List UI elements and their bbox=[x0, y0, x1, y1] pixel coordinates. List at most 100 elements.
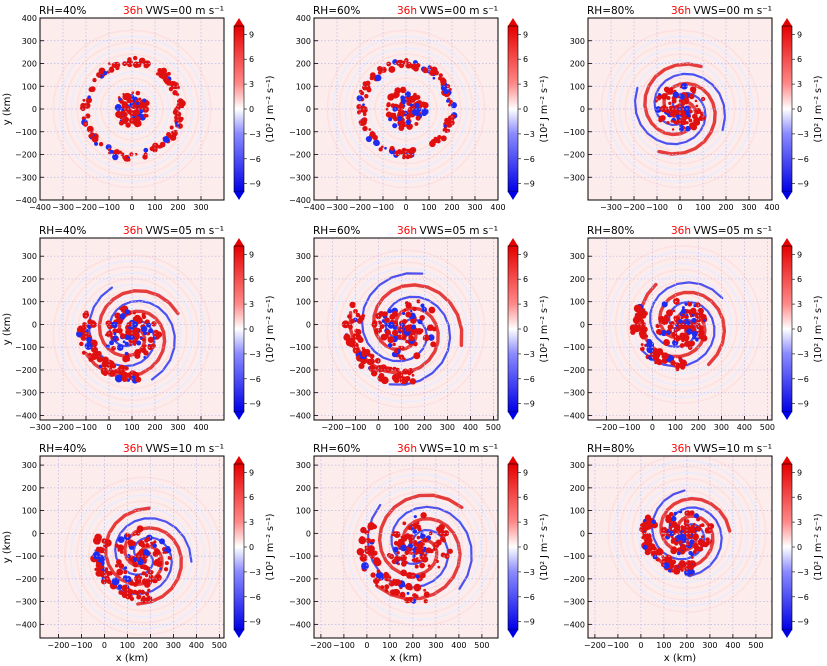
wave-ring bbox=[625, 471, 749, 595]
core-cell bbox=[413, 515, 417, 519]
eyewall-cell bbox=[87, 95, 91, 99]
outer-band-cell bbox=[355, 328, 362, 336]
core-cell bbox=[116, 318, 121, 323]
outer-band-cell bbox=[396, 371, 404, 379]
core-cell bbox=[668, 101, 672, 105]
y-tick-label: −400 bbox=[563, 411, 585, 420]
colorbar-tick-label: −3 bbox=[797, 130, 809, 139]
wave-ring bbox=[344, 267, 468, 391]
x-tick-label: −300 bbox=[52, 203, 74, 212]
colorbar-tick-label: 3 bbox=[523, 80, 528, 89]
outer-band-cell bbox=[647, 543, 655, 551]
eyewall-cell bbox=[127, 57, 132, 62]
inner-core-cell bbox=[405, 114, 411, 120]
y-tick-label: −100 bbox=[289, 343, 311, 352]
eyewall-cell bbox=[365, 80, 371, 86]
inner-core-cell bbox=[136, 101, 140, 105]
core-cell bbox=[384, 322, 388, 327]
core-cell bbox=[430, 341, 437, 348]
wave-ring bbox=[340, 467, 498, 627]
colorbar: 9 6 3 0 −3 −6 −9 (10² J m⁻² s⁻¹) bbox=[507, 18, 550, 200]
eyewall-cell bbox=[167, 133, 172, 138]
colorbar-tick-label: 3 bbox=[797, 300, 802, 309]
outer-band-cell bbox=[405, 582, 413, 591]
core-cell bbox=[415, 574, 420, 579]
outer-band-cell bbox=[684, 569, 692, 577]
core-cell bbox=[407, 525, 412, 531]
core-cell bbox=[145, 566, 151, 571]
outer-band-cell bbox=[82, 312, 88, 317]
core-cell bbox=[690, 555, 694, 559]
core-cell bbox=[141, 337, 146, 342]
rh-label: RH=80% bbox=[587, 225, 634, 237]
colorbar-tick-label: −9 bbox=[249, 180, 261, 189]
core-cell bbox=[687, 301, 693, 307]
inner-core-cell bbox=[388, 117, 393, 122]
core-cell bbox=[656, 95, 662, 101]
y-tick-label: 0 bbox=[306, 105, 311, 114]
y-tick-label: −300 bbox=[289, 598, 311, 607]
inner-core-cell bbox=[118, 120, 124, 126]
outer-band-cell bbox=[407, 367, 414, 374]
eyewall-cell bbox=[374, 140, 380, 146]
eyewall-cell bbox=[173, 129, 178, 135]
core-cell bbox=[415, 557, 419, 560]
y-tick-label: 200 bbox=[296, 275, 311, 284]
colorbar-bottom-arrow bbox=[508, 412, 518, 420]
outer-band-cell bbox=[368, 364, 376, 372]
eyewall-cell bbox=[90, 132, 95, 137]
inner-core-cell bbox=[421, 108, 429, 116]
core-cell bbox=[412, 529, 418, 534]
core-cell bbox=[685, 111, 689, 116]
core-cell bbox=[663, 339, 670, 346]
eyewall-cell bbox=[377, 66, 383, 72]
y-tick-label: 0 bbox=[306, 529, 311, 538]
grid-lines bbox=[40, 456, 224, 638]
core-cell bbox=[683, 521, 688, 526]
eyewall-cell bbox=[365, 135, 373, 143]
y-tick-label: 100 bbox=[296, 507, 311, 516]
colorbar-tick-label: −6 bbox=[797, 375, 809, 384]
outer-band-cell bbox=[82, 322, 88, 328]
x-tick-label: 500 bbox=[760, 423, 775, 432]
core-cell bbox=[384, 317, 390, 323]
outer-band-cell bbox=[678, 358, 683, 363]
inner-core-cell bbox=[138, 97, 142, 101]
x-tick-label: −200 bbox=[321, 423, 343, 432]
core-cell bbox=[668, 105, 675, 112]
outer-band-cell bbox=[684, 568, 688, 572]
colorbar-ramp bbox=[233, 25, 245, 193]
outer-band-cell bbox=[670, 569, 675, 573]
eyewall-cell bbox=[394, 150, 401, 157]
core-cell bbox=[116, 337, 120, 341]
x-tick-label: 400 bbox=[737, 423, 752, 432]
eyewall-cell bbox=[359, 105, 366, 113]
panel-3: −300 −200 −100 0 100 200 300 400−300−200−100010… bbox=[563, 5, 824, 212]
core-cell bbox=[144, 578, 149, 582]
core-cell bbox=[132, 557, 138, 562]
inner-core-cell bbox=[405, 119, 411, 126]
core-cell bbox=[678, 319, 683, 324]
core-cell bbox=[695, 104, 699, 108]
y-tick-label: −100 bbox=[289, 552, 311, 561]
core-cell bbox=[423, 538, 427, 542]
colorbar-tick-label: 6 bbox=[797, 55, 802, 64]
outer-band-cell bbox=[88, 357, 94, 362]
core-cell bbox=[378, 321, 383, 325]
x-tick-label: 100 bbox=[147, 203, 162, 212]
colorbar-tick-label: −3 bbox=[523, 568, 535, 577]
colorbar-tick-label: −3 bbox=[249, 568, 261, 577]
eyewall-cell bbox=[91, 135, 99, 143]
y-tick-label: −400 bbox=[15, 620, 37, 629]
core-cell bbox=[392, 546, 399, 553]
core-cell bbox=[407, 534, 415, 542]
inner-core-cell bbox=[114, 104, 122, 111]
colorbar-top-arrow bbox=[782, 238, 792, 246]
outer-band-cell bbox=[117, 584, 123, 590]
core-cell bbox=[393, 540, 399, 546]
core-cell bbox=[689, 86, 697, 93]
core-cell bbox=[122, 340, 126, 344]
x-tick-label: 100 bbox=[394, 423, 409, 432]
vws-label: VWS=10 m s⁻¹ bbox=[693, 443, 772, 455]
core-cell bbox=[114, 322, 118, 326]
